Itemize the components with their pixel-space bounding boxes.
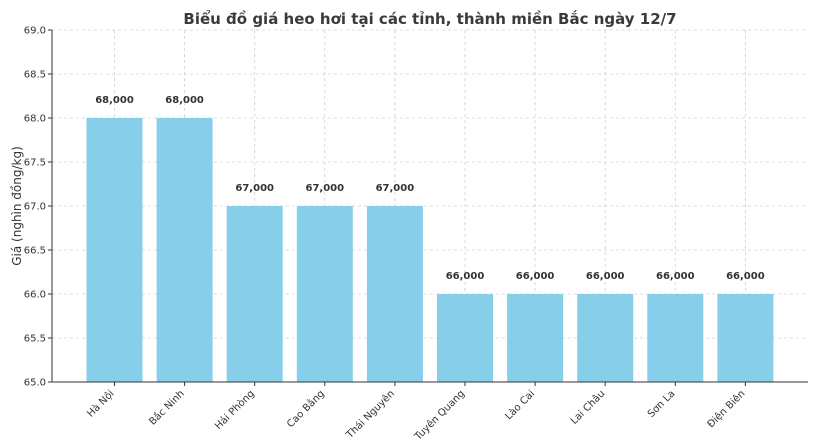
y-tick-label: 68.0 (24, 114, 46, 125)
bar-1 (156, 118, 213, 382)
bar-3 (296, 206, 353, 382)
y-tick-label: 65.5 (24, 334, 46, 345)
y-tick-label: 65.0 (24, 378, 46, 389)
bar-8 (647, 294, 704, 382)
chart-title: Biểu đồ giá heo hơi tại các tỉnh, thành … (183, 9, 676, 28)
bar-6 (507, 294, 564, 382)
x-tick-label: Thái Nguyên (343, 388, 397, 442)
x-tick-label: Hà Nội (85, 388, 117, 420)
y-tick-label: 67.0 (24, 202, 46, 213)
y-axis-ticks: 65.0 65.5 66.0 66.5 67.0 67.5 68.0 68.5 69.0 (24, 26, 52, 389)
x-tick-label: Hải Phòng (212, 388, 256, 432)
data-label: 67,000 (235, 183, 274, 194)
bar-5 (437, 294, 493, 382)
data-labels: 68,000 68,000 67,000 67,000 67,000 66,000 66,0… (95, 95, 765, 282)
data-label: 66,000 (516, 271, 555, 282)
bar-2 (226, 206, 283, 382)
bar-7 (577, 294, 634, 382)
x-tick-label: Tuyên Quang (412, 388, 468, 444)
bar-9 (717, 294, 774, 382)
x-tick-label: Bắc Ninh (146, 387, 187, 428)
x-tick-label: Điện Biên (705, 388, 748, 431)
data-label: 66,000 (656, 271, 695, 282)
x-axis-ticks: Hà Nội Bắc Ninh Hải Phòng Cao Bằng Thái Nguy… (85, 382, 748, 443)
data-label: 67,000 (306, 183, 345, 194)
y-axis-label: Giá (nghìn đồng/kg) (10, 146, 24, 266)
y-tick-label: 66.5 (24, 246, 46, 257)
data-label: 68,000 (95, 95, 134, 106)
axes (51, 30, 808, 383)
y-tick-label: 67.5 (24, 158, 46, 169)
data-label: 66,000 (726, 271, 765, 282)
bars (86, 118, 774, 382)
x-tick-label: Lào Cai (503, 388, 538, 423)
y-tick-label: 69.0 (24, 26, 46, 37)
data-label: 68,000 (165, 95, 204, 106)
y-tick-label: 66.0 (24, 290, 46, 301)
data-label: 67,000 (376, 183, 415, 194)
bar-4 (366, 206, 423, 382)
x-tick-label: Sơn La (646, 388, 678, 420)
bar-0 (86, 118, 143, 382)
y-tick-label: 68.5 (24, 70, 46, 81)
x-tick-label: Cao Bằng (284, 387, 327, 430)
data-label: 66,000 (446, 271, 485, 282)
x-tick-label: Lai Châu (568, 388, 607, 427)
data-label: 66,000 (586, 271, 625, 282)
